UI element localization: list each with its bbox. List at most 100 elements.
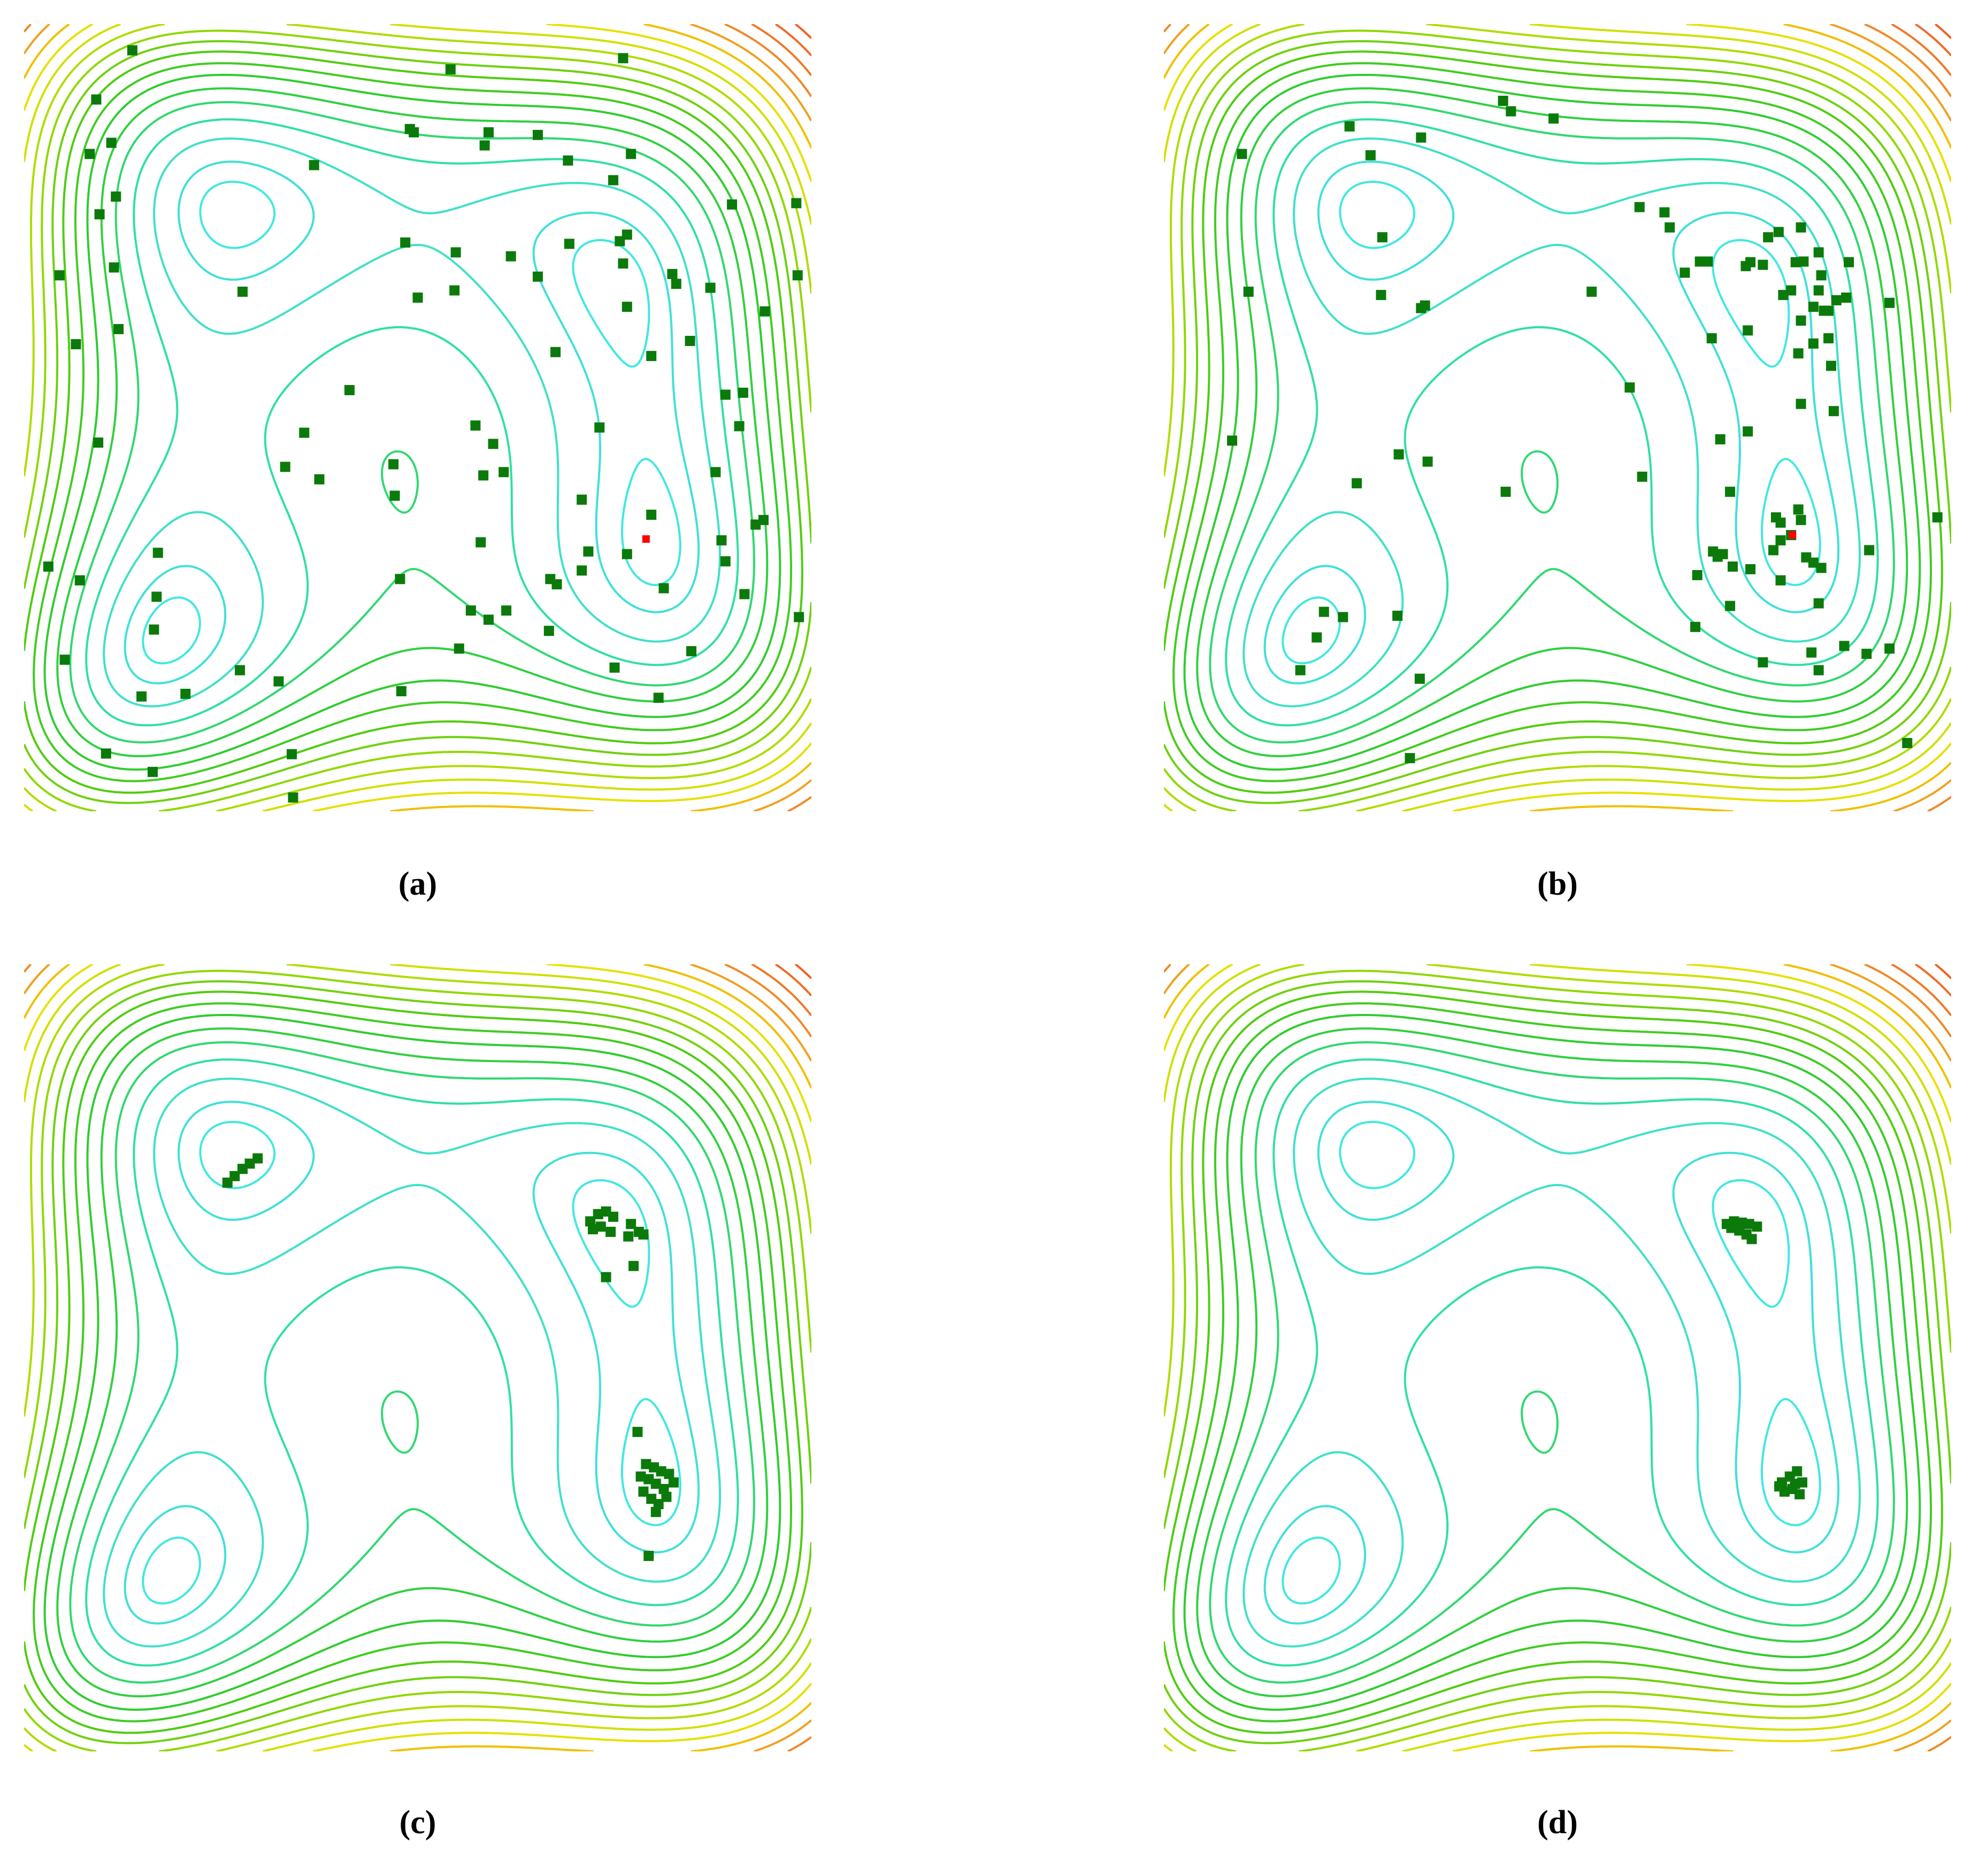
contour-line: [24, 24, 811, 811]
point: [1506, 106, 1516, 117]
contour-line: [33, 1002, 792, 1723]
point: [632, 1427, 643, 1437]
point: [577, 494, 587, 505]
point: [739, 589, 750, 599]
point: [149, 624, 159, 635]
contour-line: [1914, 964, 1951, 997]
point: [609, 662, 620, 673]
point: [623, 1231, 634, 1242]
plot-area: [24, 964, 811, 1751]
point: [1634, 202, 1645, 212]
point: [643, 1550, 654, 1561]
contour-line: [85, 1058, 739, 1667]
plot-area: [24, 24, 811, 811]
point: [1808, 302, 1819, 312]
point: [720, 556, 731, 567]
contour-line: [24, 50, 803, 794]
point: [483, 127, 494, 137]
point: [1813, 247, 1824, 258]
point: [1752, 1221, 1762, 1232]
contour-line: [751, 24, 811, 76]
point: [641, 1459, 651, 1470]
point: [1813, 598, 1824, 609]
point: [1790, 257, 1801, 267]
point: [449, 285, 460, 296]
point: [1813, 665, 1824, 675]
point: [658, 583, 669, 594]
point: [1338, 612, 1348, 622]
contour-line: [1183, 74, 1921, 771]
point: [1839, 641, 1850, 651]
point: [1823, 333, 1834, 344]
point: [1694, 256, 1705, 267]
point: [54, 270, 65, 281]
point: [1844, 257, 1854, 267]
point: [1743, 426, 1753, 437]
point: [595, 1221, 606, 1232]
contour-line: [24, 964, 811, 1751]
point: [750, 519, 761, 530]
point: [1706, 333, 1717, 344]
point: [1365, 150, 1376, 160]
point: [794, 612, 804, 622]
point: [1808, 338, 1819, 349]
point: [1864, 545, 1875, 556]
contour-line: [1282, 180, 1821, 665]
point: [628, 1260, 639, 1271]
point: [1702, 256, 1713, 267]
contour-line: [1263, 1101, 1840, 1625]
contour-line: [1164, 964, 1951, 1751]
point: [85, 149, 95, 159]
point: [760, 306, 770, 317]
point: [1498, 96, 1508, 106]
point: [622, 549, 632, 559]
contour-line: [774, 964, 811, 997]
point: [685, 335, 695, 346]
point: [601, 1272, 611, 1282]
contour-line: [1164, 24, 1951, 811]
panel-caption: (d): [1537, 1804, 1578, 1841]
point: [1416, 132, 1426, 143]
point: [656, 1466, 666, 1477]
point: [1243, 286, 1254, 297]
point: [671, 279, 681, 289]
contour-line: [1172, 1002, 1932, 1723]
contour-line: [43, 1014, 781, 1711]
contour-line: [24, 990, 803, 1734]
contour-line: [1935, 964, 1951, 980]
contour-line: [142, 180, 681, 665]
point: [1548, 113, 1559, 124]
point: [1690, 621, 1701, 632]
contour-line: [24, 964, 811, 1751]
point: [1726, 1223, 1737, 1233]
point: [658, 1483, 669, 1494]
point: [638, 1229, 649, 1240]
point: [59, 655, 70, 665]
point: [650, 1506, 661, 1517]
point: [1725, 601, 1736, 611]
point: [478, 470, 489, 481]
point: [1414, 673, 1425, 684]
point: [1692, 570, 1702, 580]
contour-line: [1172, 62, 1932, 782]
point: [1768, 545, 1779, 556]
point: [1786, 285, 1797, 296]
point: [1826, 360, 1837, 371]
contour-line: [24, 40, 811, 804]
point: [479, 140, 490, 151]
contour-line: [43, 74, 781, 771]
point: [650, 1479, 661, 1489]
point: [244, 1158, 255, 1169]
point: [1775, 517, 1786, 528]
point: [626, 149, 636, 159]
point: [1725, 487, 1736, 497]
point: [1715, 434, 1725, 444]
point: [113, 324, 124, 334]
point: [583, 546, 594, 557]
point: [1884, 643, 1895, 654]
point: [91, 94, 102, 105]
point: [465, 605, 476, 616]
point: [1745, 257, 1756, 267]
point: [608, 1211, 619, 1222]
point: [505, 251, 516, 262]
